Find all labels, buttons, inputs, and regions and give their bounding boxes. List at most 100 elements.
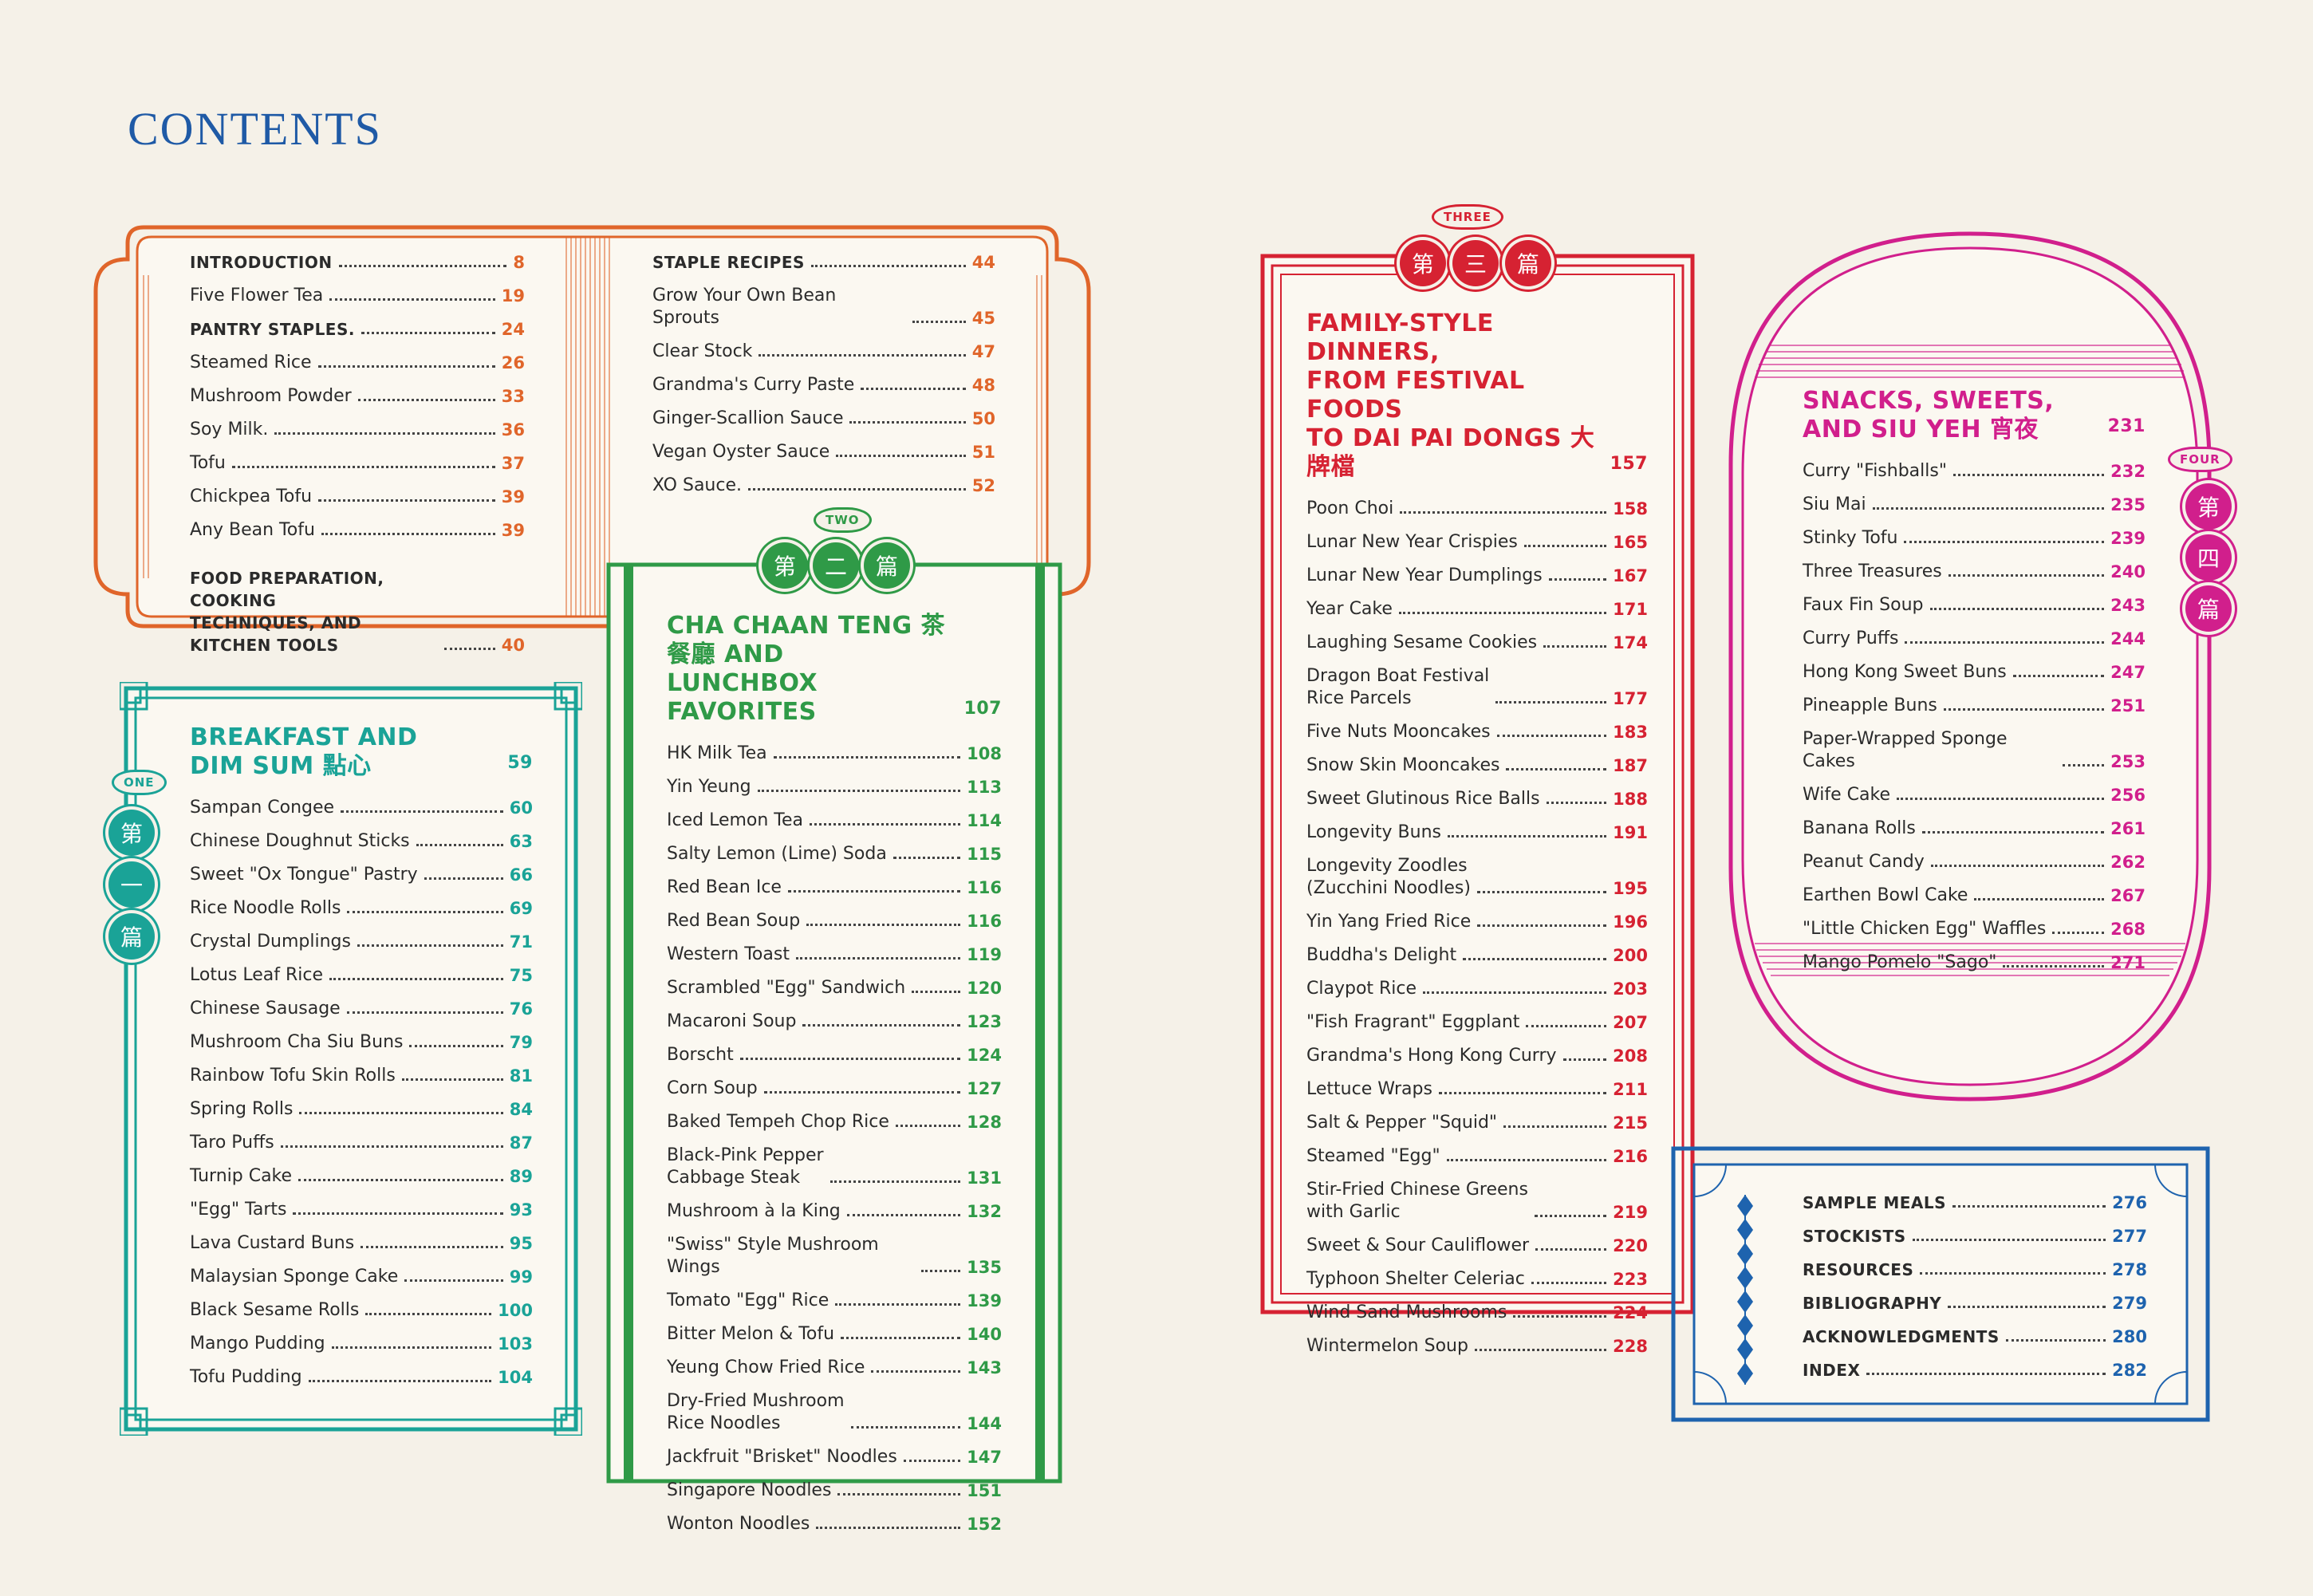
toc-entry[interactable]: "Little Chicken Egg" Waffles 268 bbox=[1803, 918, 2146, 940]
toc-entry[interactable]: Black-Pink Pepper Cabbage Steak 131 bbox=[667, 1145, 1002, 1189]
toc-entry[interactable]: Longevity Zoodles (Zucchini Noodles) 195 bbox=[1306, 855, 1648, 900]
toc-entry[interactable]: Vegan Oyster Sauce 51 bbox=[652, 441, 995, 463]
toc-entry[interactable]: Earthen Bowl Cake 267 bbox=[1803, 885, 2146, 907]
toc-entry[interactable]: Grow Your Own Bean Sprouts 45 bbox=[652, 285, 995, 329]
toc-entry[interactable]: Stinky Tofu 239 bbox=[1803, 527, 2146, 550]
toc-entry[interactable]: Yin Yeung 113 bbox=[667, 776, 1002, 798]
toc-entry[interactable]: BIBLIOGRAPHY 279 bbox=[1803, 1292, 2147, 1314]
toc-entry[interactable]: Year Cake 171 bbox=[1306, 598, 1648, 621]
toc-entry[interactable]: Taro Puffs 87 bbox=[190, 1132, 533, 1154]
toc-entry[interactable]: Lunar New Year Crispies 165 bbox=[1306, 531, 1648, 554]
toc-entry[interactable]: Sweet "Ox Tongue" Pastry 66 bbox=[190, 864, 533, 886]
toc-entry[interactable]: Claypot Rice 203 bbox=[1306, 978, 1648, 1000]
toc-entry[interactable]: Black Sesame Rolls 100 bbox=[190, 1299, 533, 1322]
toc-entry[interactable]: Soy Milk. 36 bbox=[190, 419, 525, 441]
toc-entry[interactable]: Jackfruit "Brisket" Noodles 147 bbox=[667, 1446, 1002, 1468]
toc-entry[interactable]: Wonton Noodles 152 bbox=[667, 1513, 1002, 1535]
toc-entry[interactable]: Corn Soup 127 bbox=[667, 1078, 1002, 1100]
toc-entry[interactable]: Faux Fin Soup 243 bbox=[1803, 594, 2146, 617]
toc-entry[interactable]: Salty Lemon (Lime) Soda 115 bbox=[667, 843, 1002, 865]
toc-entry[interactable]: Wife Cake 256 bbox=[1803, 784, 2146, 806]
toc-entry[interactable]: Hong Kong Sweet Buns 247 bbox=[1803, 661, 2146, 684]
toc-entry[interactable]: Five Nuts Mooncakes 183 bbox=[1306, 721, 1648, 743]
toc-entry[interactable]: "Swiss" Style Mushroom Wings 135 bbox=[667, 1234, 1002, 1279]
toc-entry[interactable]: RESOURCES 278 bbox=[1803, 1259, 2147, 1281]
toc-entry[interactable]: Longevity Buns 191 bbox=[1306, 822, 1648, 844]
toc-entry[interactable]: Macaroni Soup 123 bbox=[667, 1011, 1002, 1033]
toc-entry[interactable]: Wind Sand Mushrooms 224 bbox=[1306, 1302, 1648, 1324]
toc-entry[interactable]: Siu Mai 235 bbox=[1803, 494, 2146, 516]
toc-entry[interactable]: Lava Custard Buns 95 bbox=[190, 1232, 533, 1255]
toc-entry[interactable]: Grandma's Hong Kong Curry 208 bbox=[1306, 1045, 1648, 1067]
toc-entry[interactable]: Grandma's Curry Paste 48 bbox=[652, 374, 995, 396]
toc-entry[interactable]: Ginger-Scallion Sauce 50 bbox=[652, 408, 995, 430]
toc-entry[interactable]: STOCKISTS 277 bbox=[1803, 1225, 2147, 1247]
toc-entry[interactable]: Sweet Glutinous Rice Balls 188 bbox=[1306, 788, 1648, 810]
toc-entry[interactable]: Curry "Fishballs" 232 bbox=[1803, 460, 2146, 483]
toc-entry[interactable]: INTRODUCTION 8 bbox=[190, 251, 525, 274]
toc-entry[interactable]: Any Bean Tofu 39 bbox=[190, 519, 525, 542]
toc-entry[interactable]: Banana Rolls 261 bbox=[1803, 818, 2146, 840]
toc-entry[interactable]: STAPLE RECIPES 44 bbox=[652, 251, 995, 274]
toc-entry[interactable]: Typhoon Shelter Celeriac 223 bbox=[1306, 1268, 1648, 1291]
toc-entry[interactable]: Crystal Dumplings 71 bbox=[190, 931, 533, 953]
toc-entry[interactable]: Mushroom à la King 132 bbox=[667, 1200, 1002, 1223]
toc-entry[interactable]: Buddha's Delight 200 bbox=[1306, 944, 1648, 967]
toc-entry[interactable]: "Fish Fragrant" Eggplant 207 bbox=[1306, 1011, 1648, 1034]
toc-entry[interactable]: Paper-Wrapped Sponge Cakes 253 bbox=[1803, 728, 2146, 773]
toc-entry[interactable]: Steamed "Egg" 216 bbox=[1306, 1145, 1648, 1168]
toc-entry[interactable]: Yin Yang Fried Rice 196 bbox=[1306, 911, 1648, 933]
toc-entry[interactable]: Clear Stock 47 bbox=[652, 341, 995, 363]
toc-entry[interactable]: HK Milk Tea 108 bbox=[667, 743, 1002, 765]
toc-entry[interactable]: ACKNOWLEDGMENTS 280 bbox=[1803, 1326, 2147, 1348]
toc-entry[interactable]: PANTRY STAPLES. 24 bbox=[190, 318, 525, 341]
toc-entry[interactable]: Mango Pomelo "Sago" 271 bbox=[1803, 952, 2146, 974]
toc-entry[interactable]: INDEX 282 bbox=[1803, 1359, 2147, 1381]
toc-entry[interactable]: SAMPLE MEALS 276 bbox=[1803, 1192, 2147, 1214]
toc-entry[interactable]: Red Bean Soup 116 bbox=[667, 910, 1002, 932]
toc-entry[interactable]: XO Sauce. 52 bbox=[652, 475, 995, 497]
toc-entry[interactable]: Scrambled "Egg" Sandwich 120 bbox=[667, 977, 1002, 999]
toc-entry[interactable]: Pineapple Buns 251 bbox=[1803, 695, 2146, 717]
toc-entry[interactable]: Rainbow Tofu Skin Rolls 81 bbox=[190, 1065, 533, 1087]
toc-entry[interactable]: Singapore Noodles 151 bbox=[667, 1480, 1002, 1502]
toc-entry[interactable]: FOOD PREPARATION, COOKING TECHNIQUES, AN… bbox=[190, 567, 525, 656]
toc-entry[interactable]: Lettuce Wraps 211 bbox=[1306, 1078, 1648, 1101]
toc-entry[interactable]: "Egg" Tarts 93 bbox=[190, 1199, 533, 1221]
toc-entry[interactable]: Poon Choi 158 bbox=[1306, 498, 1648, 520]
toc-entry[interactable]: Steamed Rice 26 bbox=[190, 352, 525, 374]
toc-entry[interactable]: Western Toast 119 bbox=[667, 944, 1002, 966]
toc-entry[interactable]: Mango Pudding 103 bbox=[190, 1333, 533, 1355]
toc-entry[interactable]: Rice Noodle Rolls 69 bbox=[190, 897, 533, 920]
toc-entry[interactable]: Five Flower Tea 19 bbox=[190, 285, 525, 307]
toc-entry[interactable]: Lotus Leaf Rice 75 bbox=[190, 964, 533, 987]
toc-entry[interactable]: Peanut Candy 262 bbox=[1803, 851, 2146, 873]
toc-entry[interactable]: Chickpea Tofu 39 bbox=[190, 486, 525, 508]
toc-entry[interactable]: Dry-Fried Mushroom Rice Noodles 144 bbox=[667, 1390, 1002, 1435]
toc-entry[interactable]: Spring Rolls 84 bbox=[190, 1098, 533, 1121]
toc-entry[interactable]: Borscht 124 bbox=[667, 1044, 1002, 1066]
toc-entry[interactable]: Sweet & Sour Cauliflower 220 bbox=[1306, 1235, 1648, 1257]
toc-entry[interactable]: Stir-Fried Chinese Greens with Garlic 219 bbox=[1306, 1179, 1648, 1224]
toc-entry[interactable]: Mushroom Cha Siu Buns 79 bbox=[190, 1031, 533, 1054]
toc-entry[interactable]: Baked Tempeh Chop Rice 128 bbox=[667, 1111, 1002, 1133]
toc-entry[interactable]: Tofu Pudding 104 bbox=[190, 1366, 533, 1389]
toc-entry[interactable]: Chinese Doughnut Sticks 63 bbox=[190, 830, 533, 853]
toc-entry[interactable]: Laughing Sesame Cookies 174 bbox=[1306, 632, 1648, 654]
toc-entry[interactable]: Malaysian Sponge Cake 99 bbox=[190, 1266, 533, 1288]
toc-entry[interactable]: Salt & Pepper "Squid" 215 bbox=[1306, 1112, 1648, 1134]
toc-entry[interactable]: Tomato "Egg" Rice 139 bbox=[667, 1290, 1002, 1312]
toc-entry[interactable]: Sampan Congee 60 bbox=[190, 797, 533, 819]
toc-entry[interactable]: Mushroom Powder 33 bbox=[190, 385, 525, 408]
toc-entry[interactable]: Tofu 37 bbox=[190, 452, 525, 475]
toc-entry[interactable]: Bitter Melon & Tofu 140 bbox=[667, 1323, 1002, 1346]
toc-entry[interactable]: Curry Puffs 244 bbox=[1803, 628, 2146, 650]
toc-entry[interactable]: Yeung Chow Fried Rice 143 bbox=[667, 1357, 1002, 1379]
toc-entry[interactable]: Snow Skin Mooncakes 187 bbox=[1306, 755, 1648, 777]
toc-entry[interactable]: Red Bean Ice 116 bbox=[667, 877, 1002, 899]
toc-entry[interactable]: Lunar New Year Dumplings 167 bbox=[1306, 565, 1648, 587]
toc-entry[interactable]: Wintermelon Soup 228 bbox=[1306, 1335, 1648, 1358]
toc-entry[interactable]: Iced Lemon Tea 114 bbox=[667, 810, 1002, 832]
toc-entry[interactable]: Turnip Cake 89 bbox=[190, 1165, 533, 1188]
toc-entry[interactable]: Chinese Sausage 76 bbox=[190, 998, 533, 1020]
